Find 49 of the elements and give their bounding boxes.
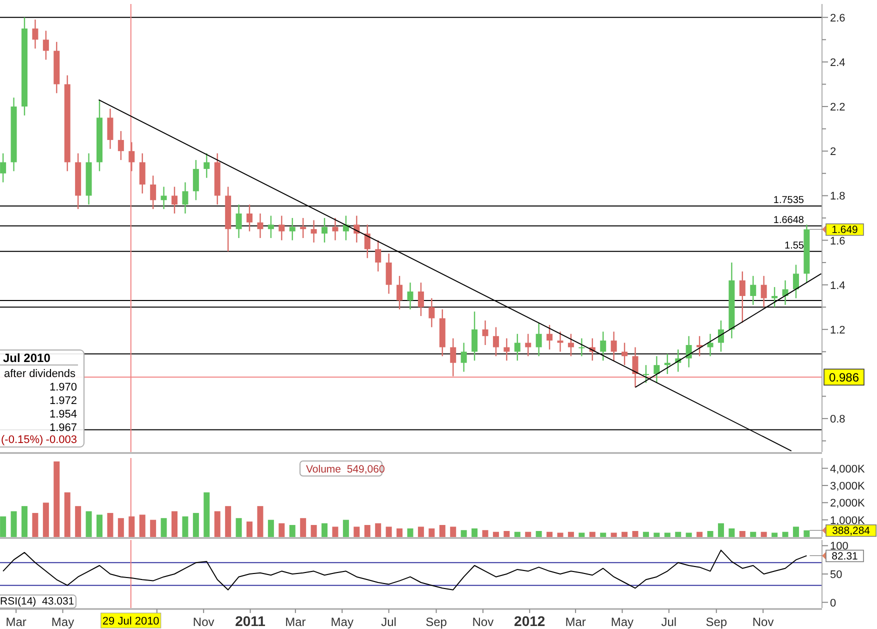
y-tick-label: 2,000K: [830, 498, 866, 510]
annotation: Volume 549,060: [306, 464, 385, 476]
x-tick-label: Mar: [6, 615, 26, 629]
y-tick-label: 3,000K: [830, 480, 866, 492]
annotation: 388,284: [832, 525, 870, 538]
annotation: 1.954: [49, 408, 77, 420]
y-tick-label: 1.8: [830, 190, 846, 203]
annotation: 1.970: [49, 382, 77, 394]
ref-line-label: 1.55: [784, 240, 804, 252]
x-tick-label: Mar: [565, 615, 586, 629]
ref-line-label: 1.7535: [773, 195, 804, 206]
x-tick-label: Sep: [706, 615, 728, 629]
y-tick-label: 1.4: [830, 280, 846, 292]
y-tick-label: 1.6: [830, 235, 846, 248]
annotation: (-0.15%): [1, 434, 44, 446]
annotation: -0.003: [46, 434, 77, 446]
annotation: Jul 2010: [3, 351, 51, 365]
y-tick-label: 1.2: [830, 324, 846, 336]
annotation: 1.649: [832, 224, 858, 236]
y-tick-label: 2.2: [830, 102, 846, 114]
x-tick-label: Jul: [661, 615, 677, 629]
x-tick-label: Nov: [752, 615, 774, 629]
x-tick-label: May: [330, 615, 354, 629]
y-tick-label: 100: [830, 540, 848, 553]
y-tick-label: 2.6: [830, 12, 846, 24]
x-tick-label: Mar: [285, 615, 306, 629]
annotation: after dividends: [4, 368, 76, 380]
annotation: 82.31: [832, 550, 858, 562]
x-tick-label: May: [610, 615, 634, 629]
ref-line-label: 1.6648: [773, 214, 804, 226]
x-tick-label: 2011: [235, 613, 266, 629]
x-tick-label: Nov: [192, 615, 214, 629]
ref-line-label: 0.986: [828, 370, 860, 385]
x-tick-label: Nov: [472, 615, 494, 629]
ref-line-label: 29 Jul 2010: [102, 616, 160, 628]
x-tick-label: May: [51, 615, 74, 629]
y-tick-label: 2.4: [830, 56, 846, 69]
y-tick-label: 0.8: [830, 414, 846, 426]
y-tick-label: 1,000K: [830, 514, 866, 527]
x-tick-label: Jul: [381, 615, 396, 629]
y-tick-label: 2: [830, 146, 836, 158]
y-tick-label: 50: [830, 569, 842, 581]
x-tick-label: 2012: [514, 613, 546, 629]
y-tick-label: 4,000K: [830, 463, 866, 476]
annotation: 1.967: [49, 422, 77, 434]
y-tick-label: 0: [830, 597, 836, 610]
annotation: RSI(14) 43.031: [0, 596, 74, 608]
x-tick-label: Sep: [426, 615, 448, 629]
annotation: 1.972: [49, 395, 77, 407]
